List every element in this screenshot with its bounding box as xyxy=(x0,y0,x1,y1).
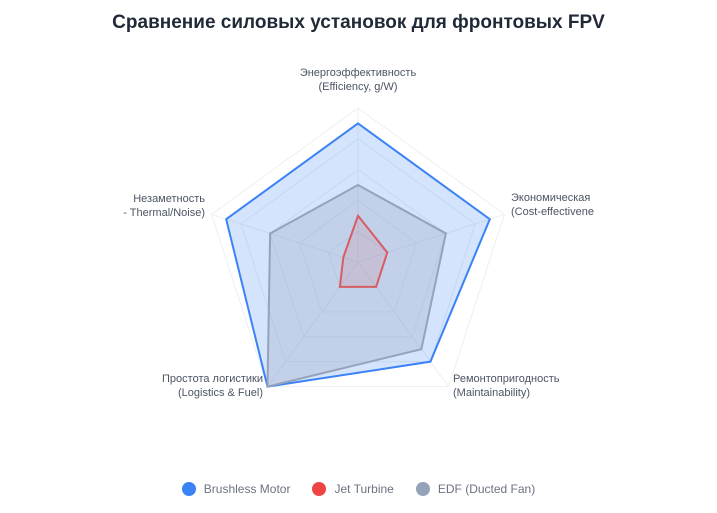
axis-label-stealth: Незаметность - Thermal/Noise) xyxy=(105,192,205,220)
axis-label-logistics: Простота логистики (Logistics & Fuel) xyxy=(113,372,263,400)
legend-item-brushless[interactable]: Brushless Motor xyxy=(181,482,291,496)
series-polygon-edf-ducted-fan-[interactable] xyxy=(266,183,448,388)
axis-label-efficiency-line1: Энергоэффективность xyxy=(299,67,417,79)
grid-spoke-4 xyxy=(211,213,359,263)
chart-title: Сравнение силовых установок для фронтовы… xyxy=(112,12,605,33)
axis-label-cost: Экономическая (Cost-effectivene xyxy=(511,191,599,219)
axis-label-cost-line2: (Cost-effectivene xyxy=(511,206,594,218)
grid-ring-3 xyxy=(269,168,447,338)
axis-label-efficiency-line2: (Efficiency, g/W) xyxy=(318,81,398,93)
legend-dot-edf-icon xyxy=(415,482,430,496)
grid-spoke-1 xyxy=(357,213,505,263)
legend-dot-jet-turbine-icon xyxy=(312,482,327,496)
legend-label-jet-turbine: Jet Turbine xyxy=(334,482,394,496)
axis-label-cost-line1: Экономическая xyxy=(511,192,591,204)
legend-item-jet-turbine[interactable]: Jet Turbine xyxy=(312,482,394,496)
axis-label-maintainability-line1: Ремонтопригодность xyxy=(453,373,560,385)
legend-label-edf: EDF (Ducted Fan) xyxy=(437,482,536,496)
series-polygon-jet-turbine[interactable] xyxy=(338,213,389,288)
radar-grid xyxy=(210,107,506,388)
grid-ring-2 xyxy=(298,199,418,313)
legend-label-brushless: Brushless Motor xyxy=(203,482,291,496)
axis-label-efficiency: Энергоэффективность (Efficiency, g/W) xyxy=(258,66,458,94)
grid-spoke-2 xyxy=(357,261,449,387)
grid-ring-4 xyxy=(240,138,476,363)
series-polygon-brushless-motor[interactable] xyxy=(225,122,492,388)
grid-spoke-3 xyxy=(267,261,359,387)
axis-label-stealth-line2: - Thermal/Noise) xyxy=(123,207,205,219)
axis-label-logistics-line1: Простота логистики xyxy=(162,373,263,385)
axis-label-stealth-line1: Незаметность xyxy=(133,193,205,205)
legend-item-edf[interactable]: EDF (Ducted Fan) xyxy=(415,482,536,496)
axis-label-maintainability: Ремонтопригодность (Maintainability) xyxy=(453,372,560,400)
chart-legend: Brushless Motor Jet Turbine EDF (Ducted … xyxy=(0,482,717,496)
legend-dot-brushless-icon xyxy=(181,482,196,496)
axis-label-maintainability-line2: (Maintainability) xyxy=(453,387,531,399)
grid-ring-5 xyxy=(210,107,506,388)
axis-label-logistics-line2: (Logistics & Fuel) xyxy=(178,387,263,399)
radar-series-layer xyxy=(225,122,492,388)
